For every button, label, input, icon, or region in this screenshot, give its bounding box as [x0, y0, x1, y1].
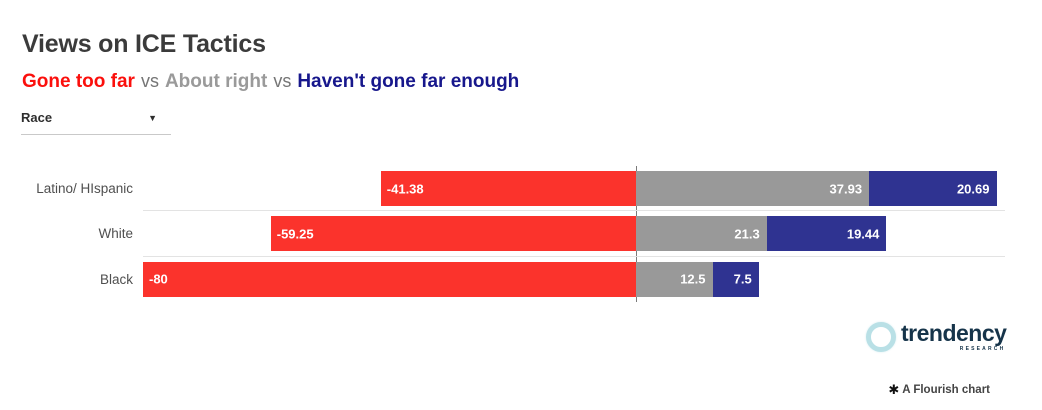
legend-about-right: About right — [164, 71, 268, 92]
row-plot-area: -80 12.5 7.5 — [143, 257, 1005, 302]
legend-separator: vs — [140, 71, 159, 91]
diverging-bar-chart: Latino/ HIspanic -41.38 37.93 20.69 White -59… — [0, 166, 1005, 302]
bar-haven-t-gone-far-enough[interactable]: 7.5 — [712, 261, 759, 297]
bar-value-label: 20.69 — [956, 181, 990, 196]
trendency-circle-icon — [866, 321, 896, 352]
bar-value-label: -41.38 — [386, 181, 424, 196]
category-label: White — [98, 226, 133, 242]
bar-gone-too-far[interactable]: -59.25 — [270, 216, 636, 252]
row-plot-area: -41.38 37.93 20.69 — [143, 166, 1005, 212]
category-label: Black — [99, 271, 133, 287]
page-title: Views on ICE Tactics — [22, 30, 266, 58]
bar-value-label: -59.25 — [276, 226, 314, 242]
chart-legend: Gone too far vs About right vs Haven't gone … — [22, 71, 519, 93]
trendency-wordmark: trendency — [901, 320, 1007, 346]
bar-gone-too-far[interactable]: -80 — [143, 261, 636, 297]
bar-value-label: 7.5 — [733, 271, 752, 287]
dropdown-selected-value: Race — [21, 110, 53, 125]
bar-haven-t-gone-far-enough[interactable]: 19.44 — [766, 216, 887, 252]
chart-row: Black -80 12.5 7.5 — [0, 257, 1005, 302]
chevron-down-icon: ▼ — [148, 112, 157, 123]
bar-about-right[interactable]: 37.93 — [635, 171, 870, 206]
legend-gone-too-far: Gone too far — [22, 71, 135, 92]
flourish-attribution-link[interactable]: ✱ A Flourish chart — [888, 383, 990, 396]
legend-havent-gone-far-enough: Haven't gone far enough — [297, 71, 520, 92]
legend-separator: vs — [273, 71, 292, 91]
bar-value-label: 21.3 — [734, 226, 760, 242]
bar-about-right[interactable]: 12.5 — [635, 261, 713, 297]
bar-value-label: 12.5 — [680, 271, 706, 287]
race-filter-dropdown[interactable]: Race ▼ — [21, 110, 171, 135]
bar-value-label: 37.93 — [829, 181, 863, 196]
category-label: Latino/ HIspanic — [36, 181, 133, 197]
chart-row: Latino/ HIspanic -41.38 37.93 20.69 — [0, 166, 1005, 212]
flourish-asterisk-icon: ✱ — [888, 382, 900, 397]
flourish-attribution-text: A Flourish chart — [902, 383, 990, 396]
bar-about-right[interactable]: 21.3 — [635, 216, 767, 252]
bar-value-label: -80 — [149, 271, 168, 287]
row-plot-area: -59.25 21.3 19.44 — [143, 211, 1005, 257]
bar-value-label: 19.44 — [846, 226, 880, 242]
chart-row: White -59.25 21.3 19.44 — [0, 211, 1005, 257]
trendency-logo: trendency RESEARCH — [866, 320, 1007, 353]
bar-haven-t-gone-far-enough[interactable]: 20.69 — [869, 171, 997, 206]
trendency-tagline: RESEARCH — [959, 346, 1006, 353]
bar-gone-too-far[interactable]: -41.38 — [380, 171, 636, 206]
